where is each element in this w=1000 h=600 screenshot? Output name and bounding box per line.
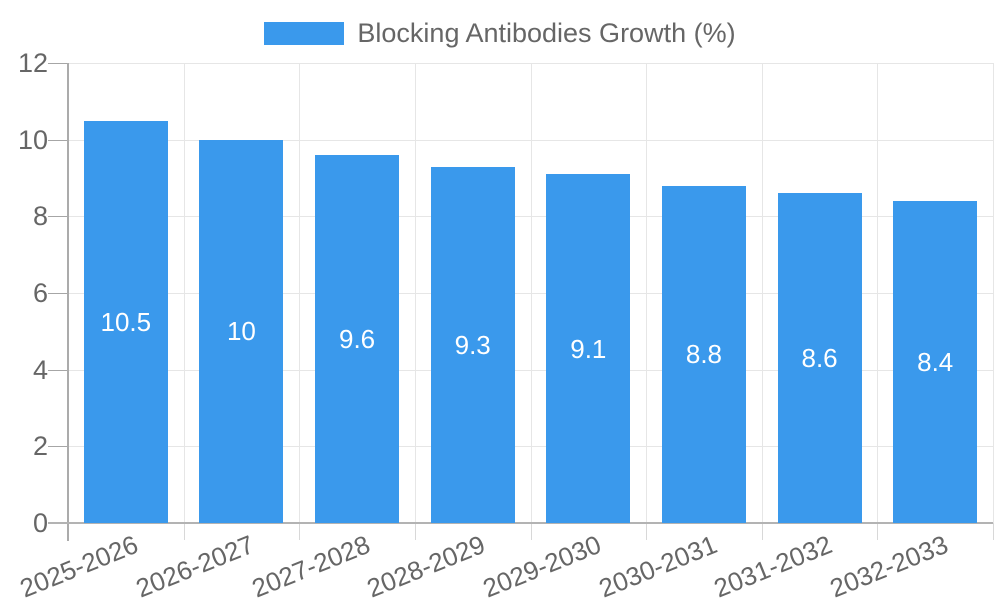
x-grid-line bbox=[184, 63, 185, 523]
x-axis-tick bbox=[993, 523, 994, 540]
y-tick-label: 0 bbox=[32, 508, 48, 538]
y-tick-label: 12 bbox=[17, 48, 48, 78]
x-axis-label: 2031-2032 bbox=[709, 529, 837, 600]
y-axis-tick bbox=[48, 216, 68, 217]
bar-2025-2026[interactable] bbox=[83, 120, 168, 523]
x-axis-label: 2029-2030 bbox=[478, 529, 606, 600]
x-axis-tick bbox=[415, 523, 416, 540]
y-grid-line bbox=[68, 63, 993, 64]
x-axis-tick bbox=[299, 523, 300, 540]
x-axis-label: 2025-2026 bbox=[16, 529, 143, 600]
x-axis-label: 2028-2029 bbox=[363, 529, 490, 600]
bar-2027-2028[interactable] bbox=[315, 155, 400, 523]
x-axis-tick bbox=[877, 523, 878, 540]
x-grid-line bbox=[415, 63, 416, 523]
y-axis-tick bbox=[48, 293, 68, 294]
x-axis-line bbox=[48, 522, 993, 524]
y-tick-label: 4 bbox=[32, 355, 48, 385]
y-axis-line bbox=[67, 63, 69, 541]
legend-swatch bbox=[264, 22, 345, 45]
x-axis-tick bbox=[184, 523, 185, 540]
legend-label: Blocking Antibodies Growth (%) bbox=[357, 18, 736, 48]
x-grid-line bbox=[531, 63, 532, 523]
x-grid-line bbox=[646, 63, 647, 523]
bar-2032-2033[interactable] bbox=[893, 201, 978, 523]
bar-2029-2030[interactable] bbox=[546, 174, 631, 523]
y-axis-tick bbox=[48, 446, 68, 447]
y-axis-tick bbox=[48, 63, 68, 64]
x-axis-tick bbox=[646, 523, 647, 540]
bar-2030-2031[interactable] bbox=[661, 185, 746, 523]
y-tick-label: 8 bbox=[32, 201, 48, 231]
y-grid-line bbox=[68, 216, 993, 217]
x-grid-line bbox=[299, 63, 300, 523]
x-axis-label: 2032-2033 bbox=[825, 529, 953, 600]
y-grid-line bbox=[68, 293, 993, 294]
y-tick-label: 2 bbox=[32, 431, 48, 461]
x-axis-tick bbox=[531, 523, 532, 540]
chart-legend[interactable]: Blocking Antibodies Growth (%) bbox=[0, 18, 1000, 49]
x-grid-line bbox=[877, 63, 878, 523]
x-axis-label: 2026-2027 bbox=[131, 529, 259, 600]
y-grid-line bbox=[68, 446, 993, 447]
x-grid-line bbox=[993, 63, 994, 523]
bar-2028-2029[interactable] bbox=[430, 166, 515, 523]
y-tick-label: 10 bbox=[17, 125, 48, 155]
x-axis-label: 2027-2028 bbox=[247, 529, 374, 600]
bar-2031-2032[interactable] bbox=[777, 193, 862, 523]
bar-2026-2027[interactable] bbox=[199, 139, 284, 523]
x-axis-label: 2030-2031 bbox=[594, 529, 721, 600]
y-tick-label: 6 bbox=[32, 278, 48, 308]
y-axis-tick bbox=[48, 370, 68, 371]
x-grid-line bbox=[762, 63, 763, 523]
y-grid-line bbox=[68, 140, 993, 141]
y-grid-line bbox=[68, 370, 993, 371]
y-axis-tick bbox=[48, 140, 68, 141]
x-axis-tick bbox=[762, 523, 763, 540]
